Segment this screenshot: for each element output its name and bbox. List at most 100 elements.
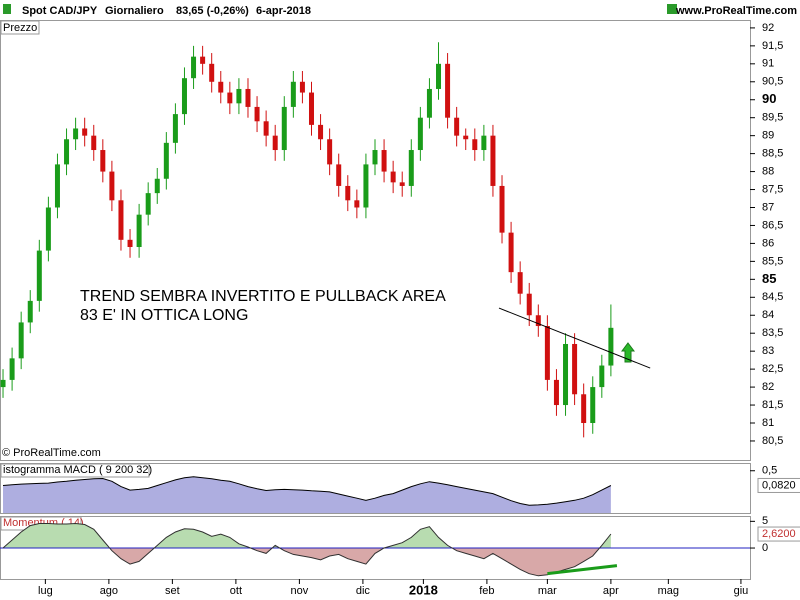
symbol: Spot CAD/JPY [22,5,98,17]
y-tick-label: 5 [762,515,768,527]
candle-body [590,387,596,424]
candle-body [82,128,88,136]
candle-body [544,326,550,380]
y-tick-label: 90 [762,91,776,106]
y-tick-label: 84 [762,309,774,321]
y-tick-label: 91,5 [762,40,783,52]
candle-body [327,139,333,165]
date: 6-apr-2018 [256,5,311,17]
y-tick-label: 88 [762,165,774,177]
y-tick-label: 82,5 [762,363,783,375]
candle-body [27,300,33,323]
y-tick-label: 83,5 [762,327,783,339]
candle-body [136,214,142,248]
candle-body [236,88,242,104]
candle-body [18,322,24,359]
candle-body [490,135,496,186]
candle-body [91,135,97,151]
candle-body [209,63,215,82]
x-tick-label: giu [734,585,749,597]
candle-body [372,150,378,165]
candle-body [572,343,578,395]
candle-body [454,117,460,136]
candle-body [608,327,614,366]
x-tick-label: feb [479,585,494,597]
candle-body [499,185,505,233]
candle-body [118,200,124,240]
candle-body [399,182,405,186]
y-tick-label: 90,5 [762,76,783,88]
candle-body [472,139,478,151]
y-tick-label: 82 [762,381,774,393]
candle-body [227,92,233,104]
candle-body [245,88,251,107]
candle-body [172,114,178,143]
candle-body [526,293,532,316]
y-tick-label: 92 [762,22,774,34]
candle-body [463,135,469,140]
candle-body [127,239,133,248]
y-tick-label: 89 [762,130,774,142]
candle-body [390,171,396,183]
candle-body [581,394,587,424]
y-tick-label: 85 [762,271,776,286]
price-panel [0,20,751,461]
candle-body [318,124,324,140]
annotation: TREND SEMBRA INVERTITO E PULLBACK AREA [80,288,446,305]
y-tick-label: 83 [762,345,774,357]
last-value-label: 0,0820 [762,479,796,491]
y-tick-label: 81 [762,417,774,429]
x-tick-label: set [165,585,180,597]
icon [3,4,11,14]
candle-body [200,56,206,64]
candle-body [563,343,569,406]
last-value-label: 2,6200 [762,528,796,540]
x-tick-label: nov [291,585,309,597]
icon [667,4,677,14]
candle-body [445,63,451,118]
candle-body [272,135,278,151]
x-tick-label: mag [658,585,679,597]
candle-body [254,106,260,122]
copyright: © ProRealTime.com [2,447,101,459]
arrow-up [621,342,635,363]
candle-body [181,78,187,115]
candle-body [73,128,79,140]
candle-body [336,164,342,186]
candle-body [417,117,423,151]
y-tick-label: 91 [762,58,774,70]
trendline [498,307,651,369]
candle-body [163,142,169,179]
candle-body [191,56,197,79]
y-tick-label: 86,5 [762,219,783,231]
series-line [2,522,612,577]
panel-label-box [0,20,40,35]
candle-body [64,139,70,165]
site: www.ProRealTime.com [675,5,797,17]
macd-panel [0,463,751,514]
candle-body [263,121,269,136]
candle-body [100,150,106,172]
candle-body [54,164,60,208]
candle-body [154,178,160,194]
area-fill [3,476,611,513]
x-tick-label: apr [603,585,619,597]
candle-body [553,379,559,406]
last-value-box [757,477,800,493]
candle-body [599,365,605,388]
candle-body [36,250,42,301]
x-tick-label: ago [100,585,118,597]
candle-body [0,379,6,388]
candle-body [218,81,224,93]
y-tick-label: 81,5 [762,399,783,411]
candle-body [408,150,414,186]
candle-body [508,232,514,273]
candle-body [354,200,360,208]
candle-body [145,193,151,215]
x-tick-label: mar [538,585,557,597]
trendline [547,564,618,576]
candle-body [299,81,305,93]
candle-body [345,185,351,201]
panel-title: istogramma MACD ( 9 200 32) [3,464,152,476]
candle-body [290,81,296,107]
